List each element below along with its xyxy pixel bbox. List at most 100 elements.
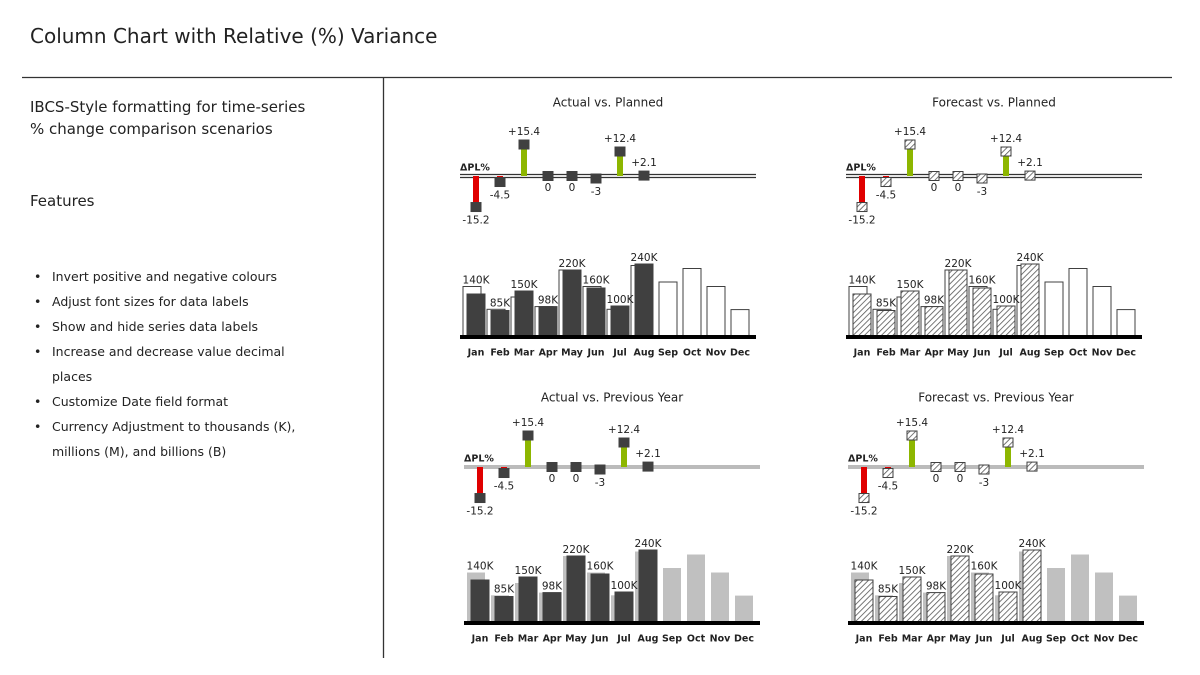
column-label: 150K [899,565,927,577]
comparison-column [1119,595,1137,622]
variance-head [882,468,894,479]
variance-head [642,461,654,472]
column-label: 240K [631,252,659,264]
variance-label: -4.5 [878,481,899,493]
x-tick-label: Oct [1069,348,1088,359]
actual-column [900,290,920,337]
variance-head [618,437,630,448]
variance-label: -3 [979,477,989,489]
actual-column [638,549,658,623]
column-label: 85K [878,583,899,595]
variance-label: 0 [933,473,940,485]
variance-pin [477,467,483,503]
variance-label: +15.4 [512,417,544,429]
variance-label: -3 [977,186,987,198]
actual-column [852,293,872,337]
actual-column [998,591,1018,623]
column-label: 85K [876,297,897,309]
feature-item: Adjust font sizes for data labels [30,289,300,314]
x-tick-label: Sep [1046,634,1066,645]
comparison-column [1068,268,1088,337]
variance-pin [909,431,915,467]
variance-pin [907,140,913,176]
actual-column [466,293,486,337]
x-tick-label: May [565,634,588,645]
variance-head [498,468,510,479]
subtitle-line: % change comparison scenarios [30,120,273,138]
variance-pin [525,431,531,467]
comparison-column [1092,286,1112,337]
variance-label: +15.4 [508,126,540,138]
actual-column [494,596,514,623]
x-tick-label: Feb [876,348,896,359]
x-tick-label: Jul [616,634,631,645]
comparison-column [711,572,729,622]
variance-head [1000,146,1012,157]
variance-head [546,462,558,472]
variance-label: -15.2 [850,506,877,518]
x-tick-label: Dec [1118,634,1138,645]
column-label: 98K [538,295,559,307]
x-tick-label: Jan [467,348,485,359]
column-label: 240K [1017,252,1045,264]
x-tick-label: Dec [1116,348,1136,359]
actual-column [514,290,534,337]
x-tick-label: Jun [972,348,990,359]
chart-title: Actual vs. Planned [553,96,664,110]
variance-head [494,177,506,188]
variance-label: 0 [931,182,938,194]
comparison-column [687,554,705,622]
actual-column [470,579,490,623]
x-tick-label: May [561,348,584,359]
x-tick-label: Feb [494,634,514,645]
variance-head [542,171,554,181]
column-label: 98K [542,581,563,593]
variance-head [928,171,940,181]
variance-label: +12.4 [608,424,640,436]
x-tick-label: Aug [1022,634,1043,645]
column-label: 140K [467,561,495,573]
comparison-column [658,281,678,337]
actual-column [924,306,944,337]
actual-column [876,310,896,337]
comparison-column [682,268,702,337]
x-tick-label: Aug [638,634,659,645]
column-label: 220K [563,544,591,556]
variance-pin [473,176,479,212]
variance-pin [521,140,527,176]
x-tick-label: Jul [612,348,627,359]
variance-head [954,462,966,472]
x-tick-label: Jun [974,634,992,645]
variance-pin [1003,147,1009,176]
variance-label: -4.5 [494,481,515,493]
column-label: 240K [1019,538,1047,550]
variance-label: -15.2 [466,506,493,518]
actual-column [974,573,994,623]
actual-column [948,269,968,337]
actual-column [586,287,606,337]
variance-label: 0 [545,182,552,194]
column-label: 98K [926,581,947,593]
comparison-column [1095,572,1113,622]
variance-head [1002,437,1014,448]
x-tick-label: May [947,348,970,359]
variance-pin [861,467,867,503]
variance-label: 0 [955,182,962,194]
x-tick-label: Jun [590,634,608,645]
variance-head [880,177,892,188]
variance-head [906,430,918,441]
column-label: 85K [494,583,515,595]
x-tick-label: Nov [1094,634,1115,645]
actual-column [566,555,586,623]
variance-axis-label: ΔPL% [848,454,878,465]
actual-column [542,592,562,623]
chart-title: Forecast vs. Planned [932,96,1056,110]
variance-head [518,139,530,150]
actual-column [614,591,634,623]
variance-head [930,462,942,472]
x-tick-label: Aug [634,348,655,359]
variance-head [858,493,870,504]
chart-title: Actual vs. Previous Year [541,391,683,405]
